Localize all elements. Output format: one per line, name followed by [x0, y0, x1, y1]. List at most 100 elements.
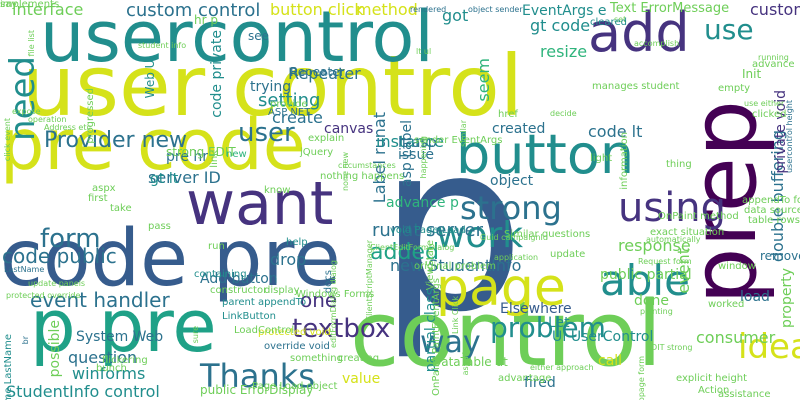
- cloud-word: new StudentInfo: [390, 256, 522, 275]
- cloud-word: Page Load object: [252, 381, 338, 392]
- cloud-word: server ID: [148, 168, 221, 187]
- cloud-word: thing: [666, 159, 692, 170]
- cloud-word: Elsewhere: [500, 301, 572, 317]
- cloud-word: information: [619, 132, 630, 190]
- cloud-word: seem: [474, 58, 493, 102]
- cloud-word: p pre: [30, 284, 217, 368]
- cloud-word: custom: [750, 0, 800, 19]
- cloud-word: br: [21, 336, 30, 345]
- cloud-word: code public: [2, 244, 117, 268]
- cloud-word: fired: [524, 375, 556, 391]
- cloud-word: remove: [760, 249, 800, 263]
- cloud-word: consumer: [696, 328, 776, 347]
- cloud-word: see: [248, 29, 270, 43]
- cloud-word: winforms: [72, 364, 146, 383]
- cloud-word: idea: [738, 327, 800, 367]
- cloud-word: manages student: [592, 81, 680, 92]
- cloud-word: Init: [742, 67, 762, 81]
- cloud-word: exact situation: [650, 227, 725, 238]
- cloud-word: circumstances: [338, 161, 396, 170]
- cloud-word: provide: [270, 99, 308, 110]
- cloud-word: code private: [209, 30, 225, 118]
- cloud-word: created: [492, 121, 546, 137]
- cloud-word: advantage: [498, 373, 552, 384]
- cloud-word: something: [290, 353, 343, 364]
- cloud-word: ASP NET: [268, 107, 311, 118]
- cloud-word: form: [40, 224, 101, 254]
- cloud-word: Add button: [200, 271, 278, 287]
- cloud-word: accomplish: [634, 39, 680, 48]
- cloud-word: response: [618, 236, 691, 255]
- cloud-word: none new: [341, 152, 350, 192]
- cloud-word: appendTo form: [742, 195, 800, 206]
- cloud-word: custom control: [126, 0, 261, 21]
- cloud-word: way: [420, 325, 481, 360]
- cloud-word: ClientEditFormDialog: [370, 243, 455, 252]
- cloud-word: protected override: [6, 291, 81, 300]
- cloud-word: worked: [708, 299, 745, 310]
- cloud-word: System Web: [76, 329, 164, 345]
- cloud-word: use: [704, 13, 754, 46]
- cloud-word: public partial: [600, 267, 692, 283]
- cloud-word: LinkButton: [222, 311, 276, 322]
- cloud-word: advance: [752, 59, 795, 70]
- cloud-word: sender EventArgs: [414, 135, 503, 146]
- cloud-word: possible: [47, 320, 63, 378]
- cloud-word: page: [436, 258, 566, 318]
- cloud-word: implements: [0, 0, 60, 10]
- cloud-word: update: [550, 249, 586, 260]
- cloud-word: containing: [194, 269, 247, 280]
- cloud-word: Windows Forms: [296, 289, 375, 300]
- cloud-word: Address etc: [44, 123, 91, 132]
- cloud-word: explicit height: [676, 373, 748, 384]
- cloud-word: jQuery: [300, 147, 334, 158]
- cloud-word: Guid campaignId: [480, 233, 548, 242]
- cloud-word: window: [718, 261, 756, 272]
- cloud-word: OnPaint method: [658, 211, 739, 222]
- cloud-word: LoadControl: [234, 325, 295, 336]
- cloud-word: drop: [270, 250, 307, 269]
- cloud-word: student info: [138, 41, 187, 50]
- cloud-word: asked: [461, 352, 470, 376]
- cloud-word: progressed: [85, 88, 96, 144]
- cloud-word: either approach: [530, 363, 594, 372]
- cloud-word: instance: [376, 132, 444, 151]
- cloud-word: application: [494, 253, 539, 262]
- cloud-word: done: [634, 293, 669, 309]
- cloud-word: runat server: [372, 220, 484, 241]
- cloud-word: usercontrol height: [785, 100, 794, 174]
- cloud-word: say: [0, 0, 18, 10]
- cloud-word: problem: [490, 311, 606, 344]
- cloud-word: take: [110, 203, 132, 214]
- cloud-word: canvas: [324, 121, 374, 137]
- cloud-word: assistance: [718, 389, 771, 400]
- cloud-word: pre code: [0, 104, 306, 186]
- cloud-word: user: [238, 118, 295, 148]
- cloud-word: object sender: [468, 5, 523, 14]
- cloud-word: help: [286, 237, 308, 248]
- cloud-word: create: [272, 108, 323, 127]
- cloud-word: know: [264, 185, 291, 196]
- cloud-word: UI UserControl: [552, 329, 654, 345]
- cloud-word: table rows: [748, 215, 800, 226]
- cloud-word: Let: [548, 315, 570, 331]
- cloud-word: protected void: [258, 327, 331, 338]
- cloud-word: bunch: [96, 363, 127, 374]
- cloud-word: set: [614, 15, 627, 24]
- cloud-word: LastName: [4, 265, 45, 274]
- cloud-word: question: [68, 348, 138, 367]
- cloud-word: file list: [27, 30, 36, 57]
- cloud-word: expose: [12, 107, 41, 116]
- cloud-word: FirstName LastName: [3, 334, 14, 400]
- cloud-word: override void: [264, 341, 330, 352]
- cloud-word: running: [758, 53, 789, 62]
- cloud-word: value: [342, 371, 381, 387]
- cloud-word: clicked: [752, 109, 787, 120]
- cloud-word: p: [378, 93, 526, 363]
- cloud-word: new: [226, 149, 247, 160]
- cloud-word: method: [356, 0, 418, 19]
- cloud-word: resize: [540, 42, 588, 61]
- cloud-word: able: [600, 256, 690, 305]
- cloud-word: EDIT strong: [646, 343, 693, 352]
- cloud-word: DataTable dt: [432, 355, 508, 369]
